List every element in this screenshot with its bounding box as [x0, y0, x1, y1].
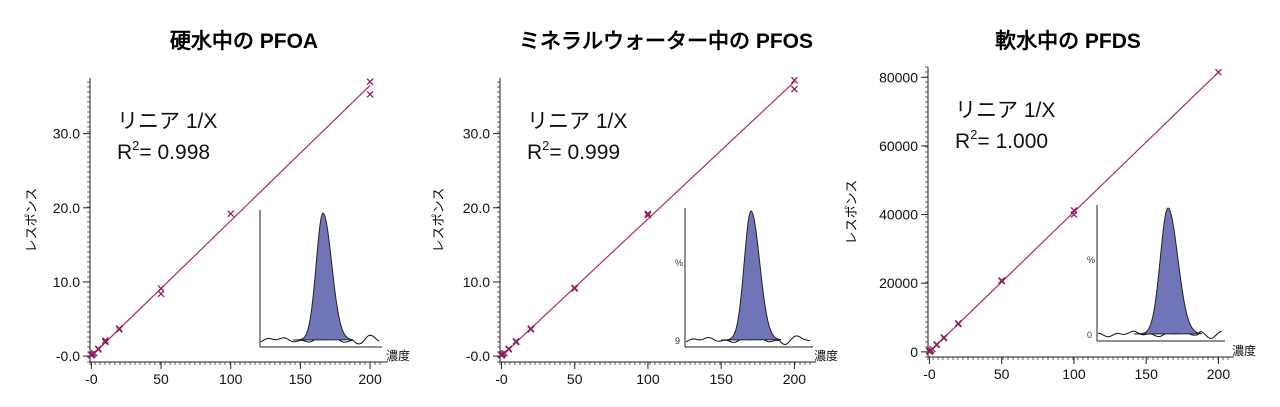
x-tick-label: 50 [567, 371, 583, 387]
fit-type-label: リニア 1/X [955, 99, 1055, 122]
chart-panel-1: 硬水中の PFOA -0.0 10.0 20.0 30.0 -0 50 100 150 200 レス… [24, 30, 410, 387]
data-point [101, 337, 109, 344]
x-tick-label: -0 [923, 366, 936, 382]
inset-percent-label: % [1087, 255, 1095, 265]
y-tick-label: -0.0 [56, 348, 80, 364]
chart-panel-3: 軟水中の PFDS 0 20000 40000 60000 80000 -0 50 100 150… [844, 29, 1256, 382]
r-squared-value: = 0.998 [139, 141, 210, 164]
chart-title: ミネラルウォーター中の PFOS [519, 30, 813, 53]
r-squared-value: = 0.999 [549, 141, 620, 164]
chart-panel-2: ミネラルウォーター中の PFOS -0.0 10.0 20.0 30.0 -0 50 100 1… [431, 30, 838, 387]
fit-type-label: リニア 1/X [527, 110, 627, 133]
data-point [571, 285, 579, 293]
data-point [505, 345, 513, 353]
inset-peak [292, 212, 354, 341]
r-squared-value: = 1.000 [977, 130, 1048, 153]
inset-percent-label: % [675, 258, 683, 268]
r-squared-label: R2= 0.998 [117, 138, 210, 164]
x-tick-label: 50 [994, 366, 1010, 382]
data-point [157, 290, 165, 298]
r-squared-exponent: 2 [542, 138, 549, 153]
data-point [940, 333, 948, 341]
fit-line [929, 71, 1219, 353]
x-tick-label: 100 [1062, 366, 1086, 382]
y-tick-label: 0 [910, 344, 918, 360]
inset-baseline-trace [1097, 330, 1223, 339]
x-tick-label: 100 [219, 371, 243, 387]
y-tick-label: 60000 [879, 138, 918, 154]
data-point [366, 90, 374, 98]
fit-line [90, 84, 371, 357]
data-point [933, 340, 941, 348]
data-point [157, 285, 165, 293]
data-point [998, 277, 1006, 284]
x-tick-label: 150 [289, 371, 313, 387]
y-axis-label: レスポンス [844, 180, 859, 245]
x-tick-label: 150 [710, 371, 734, 387]
inset-peak [1133, 207, 1203, 335]
x-tick-label: 200 [358, 371, 382, 387]
y-tick-label: 10.0 [463, 274, 490, 290]
r-squared-label: R2= 1.000 [955, 127, 1048, 153]
x-axis-unit-label: 濃度 [814, 348, 838, 363]
data-point [1070, 211, 1078, 219]
r-squared-prefix: R [955, 130, 970, 153]
inset-zero-label: 0 [1087, 330, 1092, 340]
data-point [954, 319, 962, 327]
x-tick-label: 50 [153, 371, 169, 387]
data-point [227, 210, 235, 218]
y-tick-label: 20000 [879, 275, 918, 291]
data-point [115, 325, 123, 333]
y-tick-label: 40000 [879, 207, 918, 223]
data-point [94, 345, 102, 353]
data-point [644, 210, 652, 218]
data-point [1214, 68, 1222, 76]
y-tick-label: 80000 [879, 69, 918, 85]
data-point [790, 76, 798, 84]
y-tick-label: 10.0 [53, 274, 80, 290]
r-squared-prefix: R [117, 141, 132, 164]
inset-chromatogram: %9 [675, 208, 813, 348]
data-point [512, 337, 520, 345]
y-tick-label: 20.0 [53, 200, 80, 216]
x-axis-unit-label: 濃度 [1232, 343, 1256, 358]
inset-peak [720, 210, 782, 341]
x-tick-label: 200 [783, 371, 807, 387]
y-tick-label: 20.0 [463, 200, 490, 216]
x-tick-label: 150 [1135, 366, 1159, 382]
x-tick-label: -0 [495, 371, 508, 387]
data-point [527, 325, 535, 333]
r-squared-exponent: 2 [132, 138, 139, 153]
x-axis-unit-label: 濃度 [386, 348, 410, 363]
y-axis-label: レスポンス [24, 188, 39, 253]
chart-title: 硬水中の PFOA [170, 30, 318, 53]
r-squared-prefix: R [527, 141, 542, 164]
y-tick-label: -0.0 [466, 348, 490, 364]
inset-zero-label: 9 [675, 336, 680, 346]
data-point [366, 78, 374, 86]
data-point [101, 338, 109, 346]
r-squared-label: R2= 0.999 [527, 138, 620, 164]
fit-line [501, 81, 795, 357]
x-tick-label: 100 [636, 371, 660, 387]
y-tick-label: 30.0 [53, 126, 80, 142]
inset-chromatogram [259, 210, 382, 348]
data-point [790, 85, 798, 93]
x-tick-label: -0 [85, 371, 98, 387]
x-tick-label: 200 [1207, 366, 1231, 382]
y-tick-label: 30.0 [463, 126, 490, 142]
y-axis-label: レスポンス [431, 188, 446, 253]
data-point [644, 211, 652, 219]
fit-type-label: リニア 1/X [117, 110, 217, 133]
inset-chromatogram: %0 [1087, 205, 1225, 342]
r-squared-exponent: 2 [970, 127, 977, 142]
chart-title: 軟水中の PFDS [995, 29, 1141, 53]
